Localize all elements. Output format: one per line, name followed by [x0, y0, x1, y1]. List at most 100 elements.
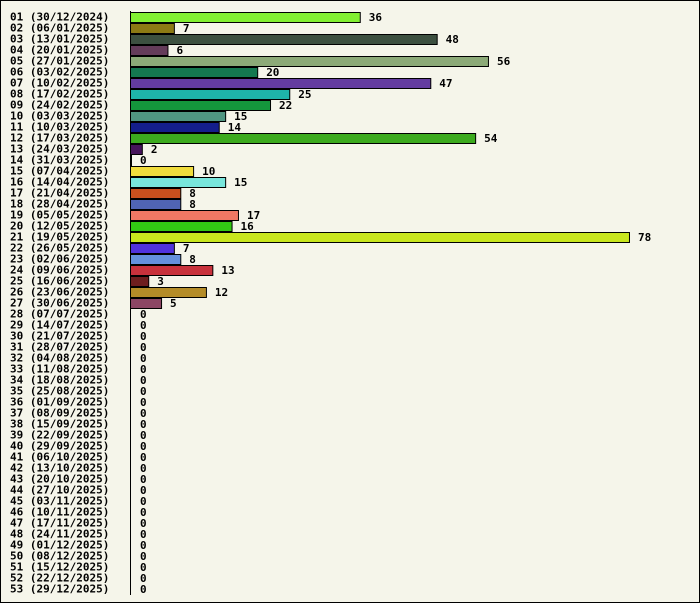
category-label: 41 (06/10/2025) — [10, 451, 109, 464]
category-label: 32 (04/08/2025) — [10, 352, 109, 365]
category-label: 36 (01/09/2025) — [10, 396, 109, 409]
value-label: 0 — [140, 396, 147, 409]
value-label: 0 — [140, 341, 147, 354]
category-label: 42 (13/10/2025) — [10, 462, 109, 475]
category-label: 17 (21/04/2025) — [10, 187, 109, 200]
bar — [130, 243, 175, 254]
value-label: 10 — [202, 165, 215, 178]
value-label: 20 — [266, 66, 279, 79]
bar — [130, 232, 630, 243]
bar — [130, 276, 150, 287]
category-label: 25 (16/06/2025) — [10, 275, 109, 288]
bar — [130, 210, 239, 221]
category-label: 53 (29/12/2025) — [10, 583, 109, 596]
category-label: 52 (22/12/2025) — [10, 572, 109, 585]
category-label: 14 (31/03/2025) — [10, 154, 109, 167]
value-label: 25 — [298, 88, 311, 101]
value-label: 0 — [140, 330, 147, 343]
value-label: 0 — [140, 352, 147, 365]
category-label: 20 (12/05/2025) — [10, 220, 109, 233]
category-label: 34 (18/08/2025) — [10, 374, 109, 387]
value-label: 78 — [638, 231, 651, 244]
category-label: 06 (03/02/2025) — [10, 66, 109, 79]
category-label: 08 (17/02/2025) — [10, 88, 109, 101]
value-label: 7 — [183, 22, 190, 35]
category-label: 18 (28/04/2025) — [10, 198, 109, 211]
value-label: 54 — [484, 132, 498, 145]
value-label: 0 — [140, 451, 147, 464]
value-label: 0 — [140, 429, 147, 442]
value-label: 7 — [183, 242, 190, 255]
value-label: 48 — [446, 33, 459, 46]
value-label: 0 — [140, 572, 147, 585]
value-label: 0 — [140, 374, 147, 387]
category-label: 05 (27/01/2025) — [10, 55, 109, 68]
category-label: 51 (15/12/2025) — [10, 561, 109, 574]
category-label: 50 (08/12/2025) — [10, 550, 109, 563]
category-label: 47 (17/11/2025) — [10, 517, 109, 530]
category-label: 21 (19/05/2025) — [10, 231, 109, 244]
value-label: 0 — [140, 484, 147, 497]
category-label: 27 (30/06/2025) — [10, 297, 109, 310]
category-label: 28 (07/07/2025) — [10, 308, 109, 321]
value-label: 36 — [369, 11, 383, 24]
bar — [130, 89, 291, 100]
category-label: 04 (20/01/2025) — [10, 44, 109, 57]
value-label: 17 — [247, 209, 260, 222]
bar — [130, 155, 132, 166]
value-label: 56 — [497, 55, 511, 68]
category-label: 23 (02/06/2025) — [10, 253, 109, 266]
value-label: 0 — [140, 583, 147, 596]
category-label: 30 (21/07/2025) — [10, 330, 109, 343]
bar — [130, 67, 259, 78]
bar — [130, 166, 195, 177]
value-label: 8 — [189, 253, 196, 266]
category-label: 22 (26/05/2025) — [10, 242, 109, 255]
value-label: 6 — [176, 44, 183, 57]
value-label: 0 — [140, 550, 147, 563]
category-label: 31 (28/07/2025) — [10, 341, 109, 354]
value-label: 0 — [140, 517, 147, 530]
value-label: 14 — [228, 121, 242, 134]
category-label: 38 (15/09/2025) — [10, 418, 109, 431]
bar — [130, 23, 175, 34]
value-label: 0 — [140, 319, 147, 332]
category-label: 40 (29/09/2025) — [10, 440, 109, 453]
category-label: 03 (13/01/2025) — [10, 33, 109, 46]
value-label: 0 — [140, 154, 147, 167]
bar — [130, 221, 233, 232]
value-label: 5 — [170, 297, 177, 310]
value-label: 0 — [140, 385, 147, 398]
category-label: 11 (10/03/2025) — [10, 121, 109, 134]
value-label: 2 — [151, 143, 158, 156]
bar — [130, 133, 477, 144]
category-label: 02 (06/01/2025) — [10, 22, 109, 35]
category-label: 33 (11/08/2025) — [10, 363, 109, 376]
value-label: 15 — [234, 176, 247, 189]
bar — [130, 144, 143, 155]
value-label: 0 — [140, 495, 147, 508]
bar — [130, 56, 489, 67]
category-label: 45 (03/11/2025) — [10, 495, 109, 508]
category-label: 43 (20/10/2025) — [10, 473, 109, 486]
category-label: 07 (10/02/2025) — [10, 77, 109, 90]
category-label: 49 (01/12/2025) — [10, 539, 109, 552]
bar — [130, 12, 361, 23]
category-label: 12 (17/03/2025) — [10, 132, 109, 145]
category-label: 01 (30/12/2024) — [10, 11, 109, 24]
bar — [130, 122, 220, 133]
value-label: 13 — [221, 264, 234, 277]
value-label: 0 — [140, 528, 147, 541]
value-label: 0 — [140, 308, 147, 321]
category-label: 13 (24/03/2025) — [10, 143, 109, 156]
value-label: 8 — [189, 198, 196, 211]
category-label: 16 (14/04/2025) — [10, 176, 109, 189]
bar — [130, 199, 182, 210]
bar — [130, 34, 438, 45]
bar — [130, 177, 227, 188]
value-label: 0 — [140, 407, 147, 420]
category-label: 24 (09/06/2025) — [10, 264, 109, 277]
category-label: 44 (27/10/2025) — [10, 484, 109, 497]
